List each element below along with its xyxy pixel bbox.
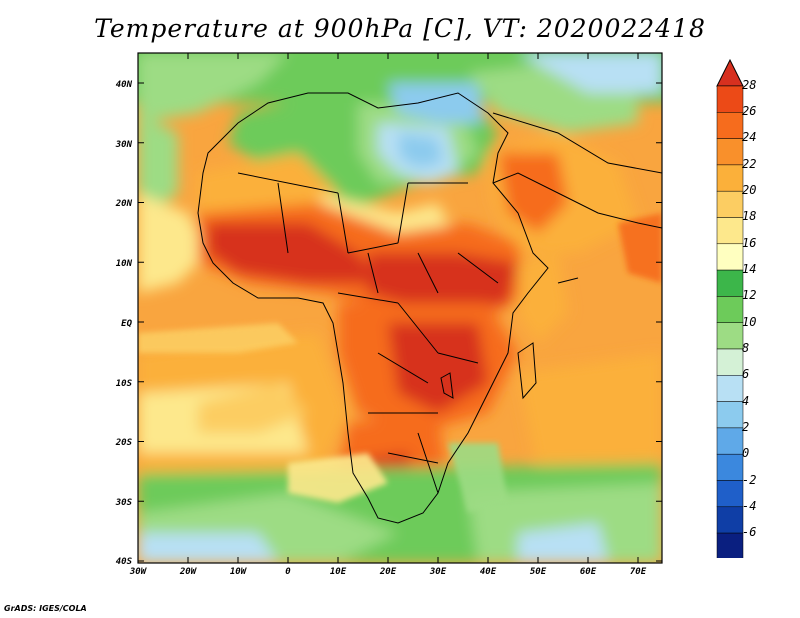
- lat-tick-label: 10S: [115, 379, 132, 389]
- colorbar-label: 4: [742, 394, 750, 408]
- colorbar-label: 8: [742, 341, 750, 355]
- lat-tick-label: 40N: [115, 80, 132, 90]
- colorbar: [716, 58, 744, 558]
- lon-tick-label: 60E: [579, 567, 597, 577]
- colorbar-cell: [716, 269, 744, 297]
- lon-tick-label: 10E: [329, 567, 347, 577]
- lat-tick-label: 10N: [115, 259, 132, 269]
- coastlines: [197, 92, 662, 524]
- colorbar-cell: [716, 322, 744, 350]
- lat-tick-label: 20N: [115, 199, 132, 209]
- colorbar-cell: [716, 453, 744, 481]
- colorbar-cell: [716, 427, 744, 455]
- colorbar-label: 6: [742, 367, 750, 381]
- colorbar-cell: [716, 217, 744, 245]
- colorbar-cell: [716, 243, 744, 271]
- colorbar-label: 16: [742, 236, 757, 250]
- colorbar-cell: [716, 348, 744, 376]
- colorbar-max-arrow: [716, 58, 744, 87]
- colorbar-label: 12: [742, 288, 757, 302]
- lat-tick-label: 40S: [115, 557, 132, 567]
- colorbar-cell: [716, 85, 744, 113]
- lat-tick-label: 20S: [115, 438, 132, 448]
- map-plot: [138, 53, 662, 563]
- colorbar-cell: [716, 164, 744, 192]
- credit-footer: GrADS: IGES/COLA: [4, 604, 87, 613]
- colorbar-label: 22: [742, 157, 757, 171]
- colorbar-cell: [716, 532, 744, 558]
- colorbar-label: -6: [742, 525, 757, 539]
- colorbar-cell: [716, 506, 744, 534]
- lon-tick-label: 20E: [379, 567, 397, 577]
- colorbar-label: 2: [742, 420, 750, 434]
- temperature-field: [138, 53, 662, 563]
- colorbar-label: 14: [742, 262, 757, 276]
- colorbar-label: 28: [742, 78, 757, 92]
- lon-tick-label: 0: [285, 567, 291, 577]
- colorbar-label: 18: [742, 209, 757, 223]
- map-title: Temperature at 900hPa [C], VT: 202002241…: [94, 14, 706, 43]
- colorbar-cell: [716, 401, 744, 429]
- lat-tick-label: 30S: [115, 498, 132, 508]
- colorbar-label: -2: [742, 473, 757, 487]
- colorbar-label: 26: [742, 104, 757, 118]
- lon-tick-label: 10W: [229, 567, 247, 577]
- colorbar-cell: [716, 296, 744, 323]
- lon-tick-label: 40E: [479, 567, 497, 577]
- lon-tick-label: 20W: [179, 567, 197, 577]
- lon-tick-label: 50E: [529, 567, 547, 577]
- colorbar-label: 24: [742, 130, 757, 144]
- colorbar-cell: [716, 190, 744, 218]
- colorbar-cell: [716, 375, 744, 402]
- lon-tick-label: 70E: [629, 567, 647, 577]
- colorbar-cell: [716, 480, 744, 508]
- colorbar-cell: [716, 138, 744, 166]
- lon-tick-label: 30E: [429, 567, 447, 577]
- colorbar-cell: [716, 112, 744, 139]
- colorbar-label: -4: [742, 499, 757, 513]
- lat-tick-label: EQ: [121, 319, 132, 329]
- colorbar-label: 0: [742, 446, 750, 460]
- lat-tick-label: 30N: [115, 140, 132, 150]
- lon-tick-label: 30W: [129, 567, 147, 577]
- colorbar-label: 20: [742, 183, 757, 197]
- colorbar-label: 10: [742, 315, 757, 329]
